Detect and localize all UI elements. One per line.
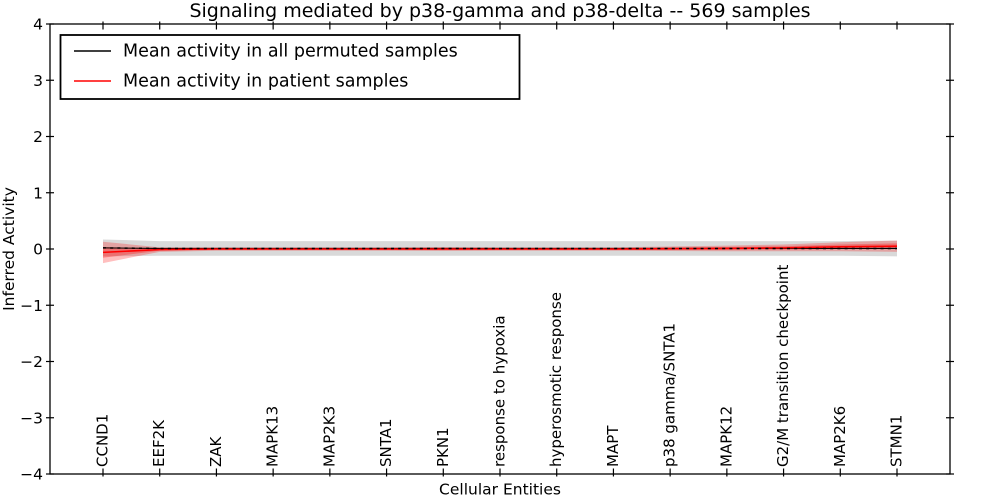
x-tick-label: MAP2K6 bbox=[831, 406, 849, 467]
y-tick-label: 4 bbox=[33, 16, 43, 34]
x-tick-label: response to hypoxia bbox=[491, 315, 509, 467]
y-tick-label: −2 bbox=[20, 353, 43, 371]
chart-title: Signaling mediated by p38-gamma and p38-… bbox=[189, 0, 810, 22]
x-tick-label: EEF2K bbox=[150, 419, 168, 467]
legend-entry-label: Mean activity in patient samples bbox=[123, 72, 408, 92]
x-tick-label: hyperosmotic response bbox=[547, 292, 565, 467]
x-tick-label: CCND1 bbox=[94, 414, 112, 467]
x-tick-label: SNTA1 bbox=[377, 418, 395, 467]
y-tick-label: −3 bbox=[20, 409, 43, 427]
series-line-permuted bbox=[102, 247, 897, 250]
x-axis-label: Cellular Entities bbox=[439, 481, 561, 499]
y-tick-label: −1 bbox=[20, 297, 43, 315]
x-tick-label: PKN1 bbox=[434, 427, 452, 467]
y-tick-label: −4 bbox=[20, 466, 43, 484]
y-tick-label: 1 bbox=[33, 184, 43, 202]
y-tick-label: 0 bbox=[33, 241, 43, 259]
y-tick-label: 3 bbox=[33, 72, 43, 90]
x-tick-label: STMN1 bbox=[888, 415, 906, 467]
x-tick-label: G2/M transition checkpoint bbox=[774, 265, 792, 467]
y-tick-label: 2 bbox=[33, 128, 43, 146]
series-band-patient bbox=[103, 240, 897, 264]
y-axis-label: Inferred Activity bbox=[0, 187, 18, 311]
x-tick-label: MAPK12 bbox=[717, 406, 735, 467]
legend-entry-label: Mean activity in all permuted samples bbox=[123, 42, 458, 62]
x-tick-label: ZAK bbox=[207, 435, 225, 467]
legend: Mean activity in all permuted samples Mea… bbox=[59, 34, 521, 100]
x-tick-label: MAP2K3 bbox=[320, 406, 338, 467]
x-tick-label: p38 gamma/SNTA1 bbox=[661, 323, 679, 467]
legend-box bbox=[59, 34, 521, 100]
x-tick-label: MAPK13 bbox=[264, 406, 282, 467]
x-tick-label: MAPT bbox=[604, 425, 622, 467]
